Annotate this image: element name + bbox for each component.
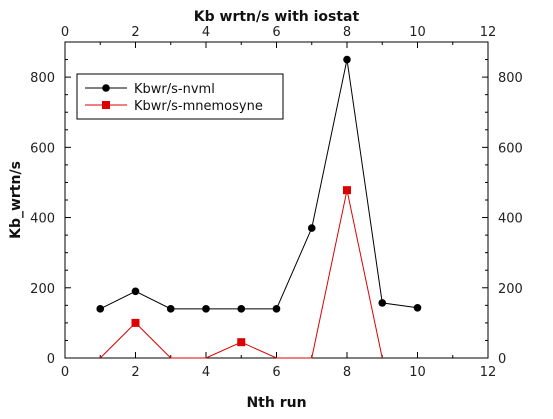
x-tick-label: 0 <box>61 365 69 380</box>
y2-tick-label: 0 <box>498 352 506 367</box>
x-tick-label: 10 <box>409 365 426 380</box>
y-tick-label: 400 <box>30 212 55 227</box>
series-line-mnemosyne <box>99 190 383 359</box>
y2-tick-label: 200 <box>498 282 523 297</box>
series-mnemosyne <box>99 186 383 359</box>
y-axis-title: Kb_wrtn/s <box>8 161 24 239</box>
legend-box <box>76 73 284 120</box>
x2-tick-label: 8 <box>343 25 351 40</box>
legend-label-mnemosyne: Kbwr/s-mnemosyne <box>134 99 263 114</box>
series-line-nvml <box>100 59 418 310</box>
x-tick-label: 6 <box>272 365 280 380</box>
legend: Kbwr/s-nvml Kbwr/s-mnemosyne <box>76 73 284 120</box>
y-tick-label: 800 <box>30 71 55 86</box>
y-tick-label: 0 <box>47 352 55 367</box>
x2-tick-label: 0 <box>61 25 69 40</box>
series-layer <box>96 55 422 359</box>
y-tick-label: 600 <box>30 141 55 156</box>
x2-tick-label: 4 <box>202 25 210 40</box>
x2-tick-label: 12 <box>480 25 497 40</box>
x-tick-label: 8 <box>343 365 351 380</box>
data-point-mnemosyne <box>131 318 140 327</box>
x-tick-label: 12 <box>480 365 497 380</box>
x2-tick-label: 6 <box>272 25 280 40</box>
data-point-nvml <box>96 305 105 313</box>
x-tick-label: 4 <box>202 365 210 380</box>
chart-title: Kb wrtn/s with iostat <box>194 9 360 25</box>
x2-tick-label: 2 <box>131 25 139 40</box>
data-point-nvml <box>378 299 387 307</box>
data-point-nvml <box>131 287 140 296</box>
y-tick-label: 200 <box>30 282 55 297</box>
data-point-nvml <box>202 305 210 313</box>
legend-marker-mnemosyne <box>102 101 110 109</box>
legend-marker-nvml <box>102 84 110 92</box>
data-point-nvml <box>307 224 316 232</box>
data-point-nvml <box>413 303 422 312</box>
y2-tick-label: 800 <box>498 71 523 86</box>
data-point-nvml <box>237 305 246 313</box>
y2-tick-label: 600 <box>498 141 523 156</box>
x-tick-label: 2 <box>131 365 139 380</box>
legend-label-nvml: Kbwr/s-nvml <box>134 82 215 97</box>
series-nvml <box>96 55 422 313</box>
data-point-nvml <box>272 305 281 313</box>
data-point-nvml <box>343 55 351 64</box>
data-point-mnemosyne <box>237 338 246 347</box>
x2-tick-label: 10 <box>409 25 426 40</box>
data-point-mnemosyne <box>343 186 351 195</box>
x-axis-title: Nth run <box>246 395 306 411</box>
data-point-nvml <box>166 305 175 313</box>
y2-tick-label: 400 <box>498 212 523 227</box>
